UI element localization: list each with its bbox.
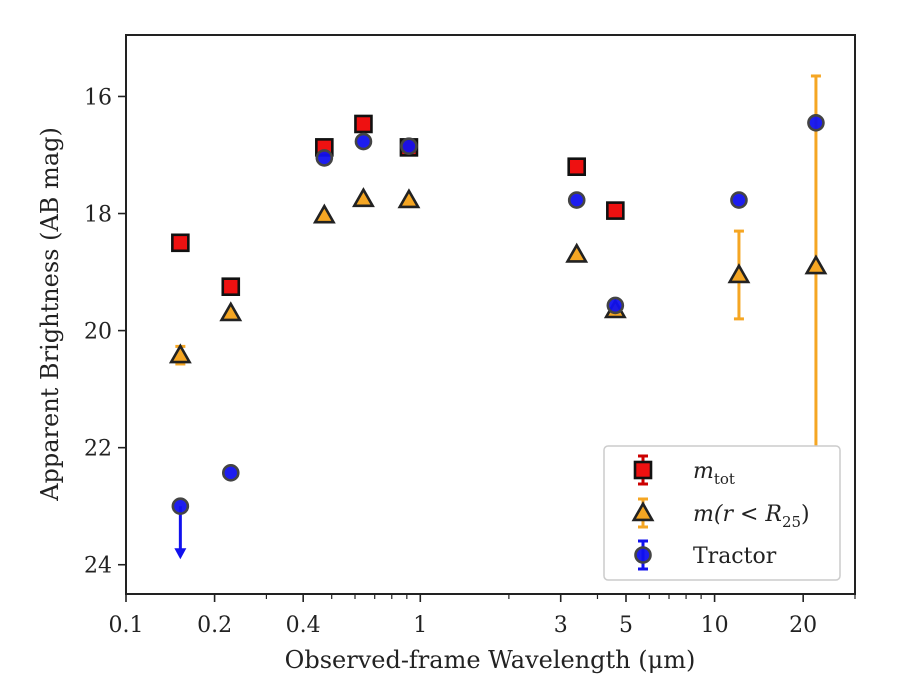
circle-marker xyxy=(354,132,373,151)
mr25-point xyxy=(168,343,192,364)
mr25-point xyxy=(804,254,828,275)
triangle-marker xyxy=(565,242,589,263)
tractor-point xyxy=(315,149,334,167)
y-tick-label: 16 xyxy=(84,85,112,110)
tractor-point xyxy=(606,296,625,315)
legend-label-main: Tractor xyxy=(693,544,777,569)
square-marker xyxy=(171,233,190,253)
legend-box xyxy=(603,445,841,581)
mtot-point xyxy=(606,201,625,220)
mr25-point xyxy=(727,263,751,284)
circle-marker xyxy=(606,296,625,315)
tractor-point xyxy=(354,132,373,151)
triangle-marker xyxy=(804,254,828,275)
y-axis-label: Apparent Brightness (AB mag) xyxy=(36,127,64,502)
upper-limit-arrowhead xyxy=(174,548,187,560)
circle-marker xyxy=(567,191,586,209)
series-mtot xyxy=(171,114,625,296)
legend-marker xyxy=(633,460,653,480)
tractor-point xyxy=(171,497,190,515)
plot-frame xyxy=(125,34,856,595)
triangle-marker xyxy=(352,187,375,208)
mtot-point xyxy=(171,233,190,253)
mtot-point xyxy=(354,114,373,134)
square-marker xyxy=(221,277,241,296)
legend-label-mr25: m(r < R25) xyxy=(693,502,810,531)
x-tick-label: 0.2 xyxy=(197,613,232,638)
circle-marker xyxy=(315,149,334,167)
mr25-point xyxy=(565,242,589,263)
legend-marker xyxy=(631,501,655,522)
y-tick-label: 20 xyxy=(84,320,112,345)
square-marker xyxy=(606,201,625,220)
square-marker xyxy=(633,460,653,480)
square-marker xyxy=(354,114,373,134)
triangle-marker xyxy=(312,203,336,224)
x-tick-label: 0.4 xyxy=(286,613,321,638)
mr25-point xyxy=(312,203,336,224)
mr25-point xyxy=(397,188,421,209)
x-tick-label: 10 xyxy=(701,613,729,638)
y-tick-label: 18 xyxy=(84,203,112,228)
tractor-point xyxy=(221,464,240,482)
circle-marker xyxy=(221,464,240,482)
triangle-marker xyxy=(631,501,655,522)
triangle-marker xyxy=(219,301,243,322)
circle-marker xyxy=(400,137,418,156)
tractor-point xyxy=(730,191,748,209)
circle-marker xyxy=(634,546,652,564)
x-tick-label: 3 xyxy=(554,613,568,638)
tractor-point xyxy=(400,137,418,156)
legend-label-mtot: mtot xyxy=(693,459,735,488)
triangle-marker xyxy=(727,263,751,284)
data-series xyxy=(168,74,828,560)
legend-label-suffix: ) xyxy=(801,502,810,527)
legend-label-tractor: Tractor xyxy=(693,544,777,569)
legend-marker xyxy=(634,546,652,564)
circle-marker xyxy=(730,191,748,209)
circle-marker xyxy=(807,114,825,132)
x-tick-label: 1 xyxy=(413,613,427,638)
x-tick-label: 5 xyxy=(619,613,633,638)
legend: mtot m(r < R25) Tractor xyxy=(603,445,841,581)
series-mr25 xyxy=(168,74,828,458)
axis-ticks: 0.1 0.2 0.4 1 3 5 10 20 16 18 20 22 24 xyxy=(84,85,856,638)
x-tick-label: 20 xyxy=(789,613,817,638)
tractor-point xyxy=(807,114,825,132)
series-tractor xyxy=(171,114,825,560)
square-marker xyxy=(567,157,587,177)
circle-marker xyxy=(171,497,190,515)
legend-label-subscript: 25 xyxy=(782,513,801,531)
mr25-point xyxy=(352,187,375,208)
mtot-point xyxy=(567,157,587,177)
x-tick-label: 0.1 xyxy=(109,613,144,638)
triangle-marker xyxy=(168,343,192,364)
legend-label-main: m(r < R xyxy=(693,502,782,527)
x-axis-label: Observed-frame Wavelength (μm) xyxy=(285,646,696,674)
mtot-point xyxy=(221,277,241,296)
y-tick-label: 22 xyxy=(84,437,112,462)
legend-label-subscript: tot xyxy=(714,470,735,488)
triangle-marker xyxy=(397,188,421,209)
tractor-point xyxy=(567,191,586,209)
legend-label-main: m xyxy=(693,459,714,484)
y-tick-label: 24 xyxy=(84,554,112,579)
mr25-point xyxy=(219,301,243,322)
